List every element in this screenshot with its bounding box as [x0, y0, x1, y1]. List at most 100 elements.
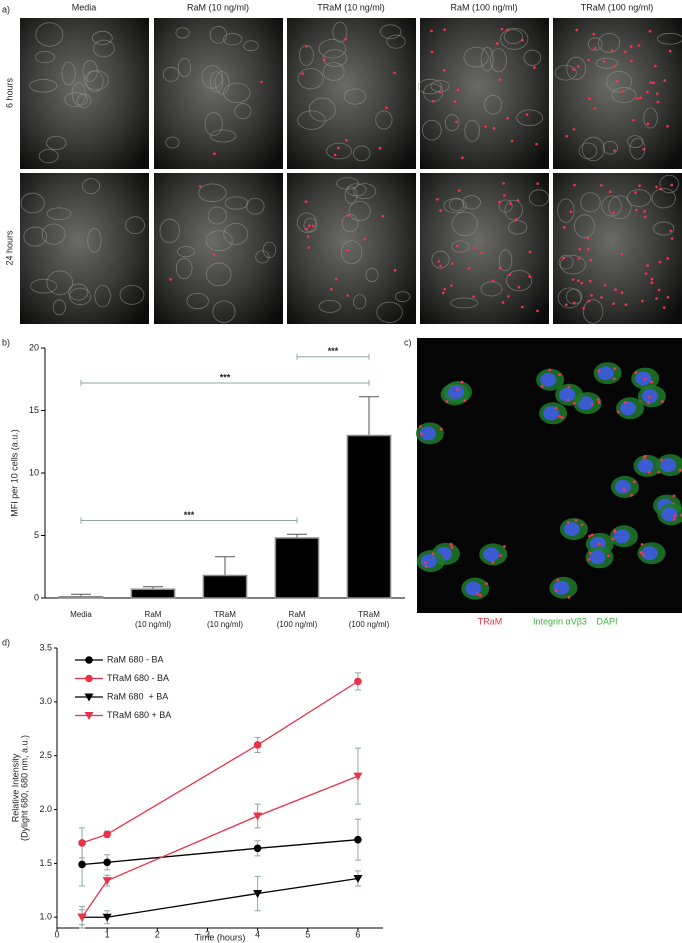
- tram-signal: [528, 250, 532, 254]
- y-tick-label: 2.5: [39, 750, 52, 760]
- tram-signal: [593, 107, 597, 110]
- legend-marker: [85, 656, 93, 664]
- cell: [165, 136, 180, 149]
- tram-signal: [439, 209, 442, 212]
- cell: [422, 119, 442, 141]
- tram-signal: [536, 309, 539, 313]
- cell: [255, 250, 270, 264]
- cell: [29, 79, 58, 93]
- micrograph: [20, 18, 149, 169]
- micrograph: [287, 173, 416, 324]
- cell: [159, 218, 180, 244]
- tram-signal: [480, 251, 484, 254]
- tram-signal: [363, 237, 366, 241]
- cell: [94, 284, 111, 308]
- cell: [332, 21, 348, 43]
- tram-signal: [670, 183, 673, 187]
- cell: [386, 34, 406, 49]
- cell: [64, 92, 88, 107]
- tram-signal: [578, 247, 582, 251]
- tram-signal: [597, 401, 601, 404]
- cell-nucleus: [620, 401, 637, 416]
- cell-nucleus: [448, 385, 465, 400]
- cell: [68, 283, 89, 301]
- tram-signal: [456, 388, 459, 391]
- tram-signal: [554, 589, 558, 593]
- marker: [78, 839, 86, 847]
- x-tick-label: 1: [105, 929, 110, 939]
- y-tick-label: 0: [34, 592, 39, 602]
- tram-signal: [510, 139, 514, 143]
- marker: [102, 913, 112, 922]
- tram-signal: [668, 49, 672, 53]
- tram-signal: [622, 488, 626, 492]
- tram-signal: [169, 278, 172, 281]
- tram-signal: [600, 296, 603, 299]
- cell: [557, 198, 575, 223]
- marker: [253, 741, 262, 749]
- tram-signal: [498, 78, 501, 81]
- cell: [444, 114, 460, 132]
- tram-signal: [451, 262, 454, 265]
- bar: [130, 588, 176, 599]
- tram-signal: [634, 371, 638, 375]
- tram-signal: [647, 401, 651, 405]
- tram-signal: [630, 59, 633, 63]
- tram-signal: [648, 29, 652, 33]
- legend-label: RaM 680 + BA: [107, 691, 168, 701]
- tram-signal: [574, 519, 578, 522]
- tram-signal: [548, 368, 552, 372]
- cell: [379, 24, 402, 40]
- tram-signal: [443, 287, 446, 291]
- column-header: TRaM (10 ng/ml): [317, 2, 385, 12]
- y-tick-label: 5: [34, 530, 39, 540]
- tram-signal: [567, 595, 571, 599]
- tram-signal: [540, 384, 544, 388]
- tram-signal: [567, 385, 571, 389]
- cell: [480, 46, 494, 72]
- series-line: [81, 680, 359, 844]
- tram-signal: [590, 533, 594, 537]
- tram-signal: [443, 28, 447, 31]
- tram-signal: [613, 149, 616, 152]
- tram-signal: [640, 543, 644, 546]
- cell: [343, 88, 367, 105]
- tram-signal: [644, 272, 648, 275]
- cell: [205, 230, 233, 252]
- tram-signal: [624, 50, 627, 54]
- cell: [506, 269, 533, 292]
- cell: [223, 33, 243, 46]
- micrograph: [287, 18, 416, 169]
- tram-signal: [346, 248, 349, 252]
- cell: [318, 299, 342, 313]
- tram-signal: [572, 68, 575, 71]
- tram-signal: [616, 410, 620, 414]
- tram-signal: [643, 377, 647, 381]
- tram-signal: [632, 118, 635, 122]
- cell: [578, 142, 598, 160]
- cell: [91, 30, 113, 46]
- legend-marker: [85, 674, 93, 683]
- tram-signal: [260, 80, 263, 84]
- cell: [234, 103, 252, 120]
- tram-signal: [445, 400, 449, 403]
- tram-signal: [632, 480, 636, 484]
- tram-signal: [521, 38, 524, 42]
- cell-nucleus: [553, 580, 570, 595]
- cell: [214, 71, 230, 95]
- cell: [336, 177, 359, 190]
- marker: [103, 858, 111, 867]
- cell: [322, 49, 348, 67]
- tram-signal: [644, 454, 647, 458]
- cell: [69, 287, 92, 306]
- cell: [508, 220, 528, 235]
- tram-signal: [344, 37, 347, 41]
- cells: [415, 362, 682, 600]
- tram-signal: [641, 299, 644, 303]
- cell: [83, 70, 109, 91]
- tram-signal: [639, 551, 643, 554]
- cell: [326, 142, 352, 160]
- cell: [656, 32, 682, 45]
- tram-signal: [304, 200, 308, 204]
- cell: [500, 27, 529, 50]
